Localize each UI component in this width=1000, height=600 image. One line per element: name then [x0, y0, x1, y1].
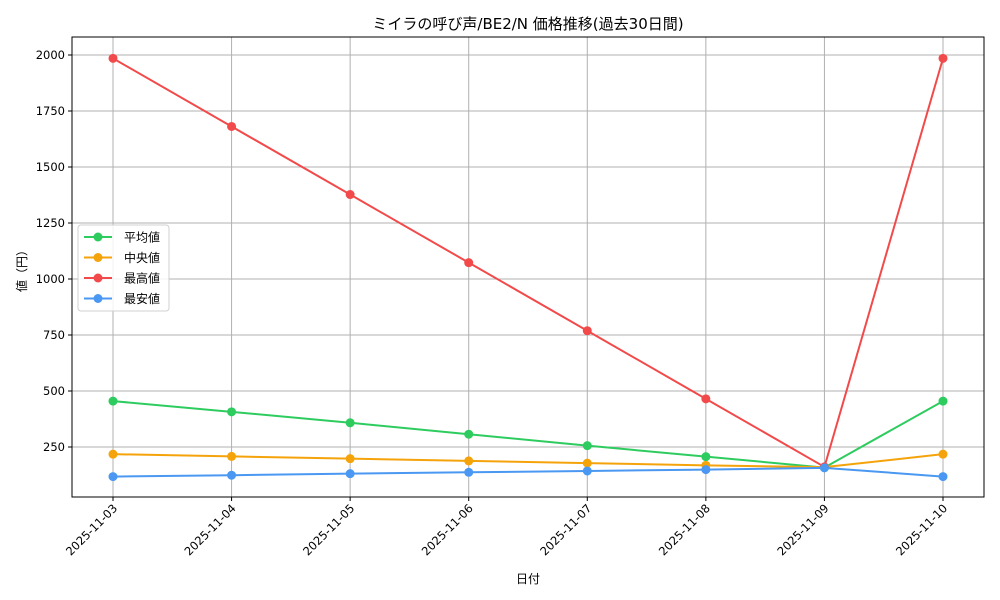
x-tick-label: 2025-11-04	[182, 501, 239, 558]
x-tick-label: 2025-11-08	[656, 501, 713, 558]
series-line	[112, 466, 944, 478]
series-line	[112, 57, 944, 469]
legend-label: 平均値	[124, 230, 160, 245]
x-tick-label: 2025-11-06	[419, 501, 476, 558]
y-tick-label: 1750	[36, 104, 65, 118]
legend-label: 最安値	[124, 291, 160, 306]
data-point	[582, 326, 592, 336]
data-point	[701, 465, 711, 475]
data-point	[227, 407, 237, 417]
chart-title: ミイラの呼び声/BE2/N 価格推移(過去30日間)	[372, 15, 683, 33]
data-point	[345, 469, 355, 479]
series-line	[112, 453, 944, 469]
series-line	[112, 400, 944, 469]
data-point	[938, 449, 948, 459]
data-point	[345, 190, 355, 200]
y-tick-label: 2000	[36, 48, 65, 62]
data-point	[345, 418, 355, 428]
x-tick-label: 2025-11-03	[63, 501, 120, 558]
plot-frame	[71, 36, 985, 498]
legend-box	[77, 224, 170, 312]
legend-marker-icon	[93, 232, 103, 242]
data-point	[464, 467, 474, 477]
data-point	[938, 396, 948, 406]
y-axis-label: 値（円）	[14, 244, 29, 292]
legend-label: 最高値	[124, 271, 160, 286]
data-point	[938, 53, 948, 63]
x-tick-label: 2025-11-07	[537, 501, 594, 558]
x-tick-label: 2025-11-05	[300, 501, 357, 558]
data-point	[464, 456, 474, 466]
data-point	[108, 53, 118, 63]
data-point	[701, 452, 711, 462]
data-point	[582, 441, 592, 451]
legend-marker-icon	[93, 273, 103, 283]
data-point	[938, 472, 948, 482]
y-tick-label: 1250	[36, 216, 65, 230]
data-point	[819, 463, 829, 473]
x-axis-ticks: 2025-11-03 2025-11-04 2025-11-05 2025-11-06…	[63, 497, 950, 558]
data-point	[227, 451, 237, 461]
grid-lines	[72, 37, 984, 497]
data-point	[108, 472, 118, 482]
data-point	[701, 394, 711, 404]
data-point	[464, 429, 474, 439]
y-tick-label: 750	[43, 328, 65, 342]
legend-marker-icon	[93, 294, 103, 303]
data-point	[464, 258, 474, 268]
x-tick-label: 2025-11-09	[774, 501, 831, 558]
data-point	[227, 121, 237, 131]
data-point	[108, 449, 118, 459]
y-tick-label: 1000	[36, 272, 65, 286]
legend-label: 中央値	[124, 250, 160, 265]
x-tick-label: 2025-11-10	[893, 501, 950, 558]
y-tick-label: 500	[43, 384, 65, 398]
x-axis-label: 日付	[516, 572, 540, 586]
y-tick-label: 1500	[36, 160, 65, 174]
data-point	[582, 458, 592, 468]
data-series	[108, 53, 948, 482]
data-point	[108, 396, 118, 406]
data-point	[345, 454, 355, 464]
y-axis-ticks: 250 500 750 1000 1250 1500 1750 2000	[36, 48, 72, 454]
y-tick-label: 250	[43, 440, 65, 454]
data-point	[582, 466, 592, 476]
data-point	[227, 470, 237, 480]
legend-marker-icon	[93, 253, 103, 262]
